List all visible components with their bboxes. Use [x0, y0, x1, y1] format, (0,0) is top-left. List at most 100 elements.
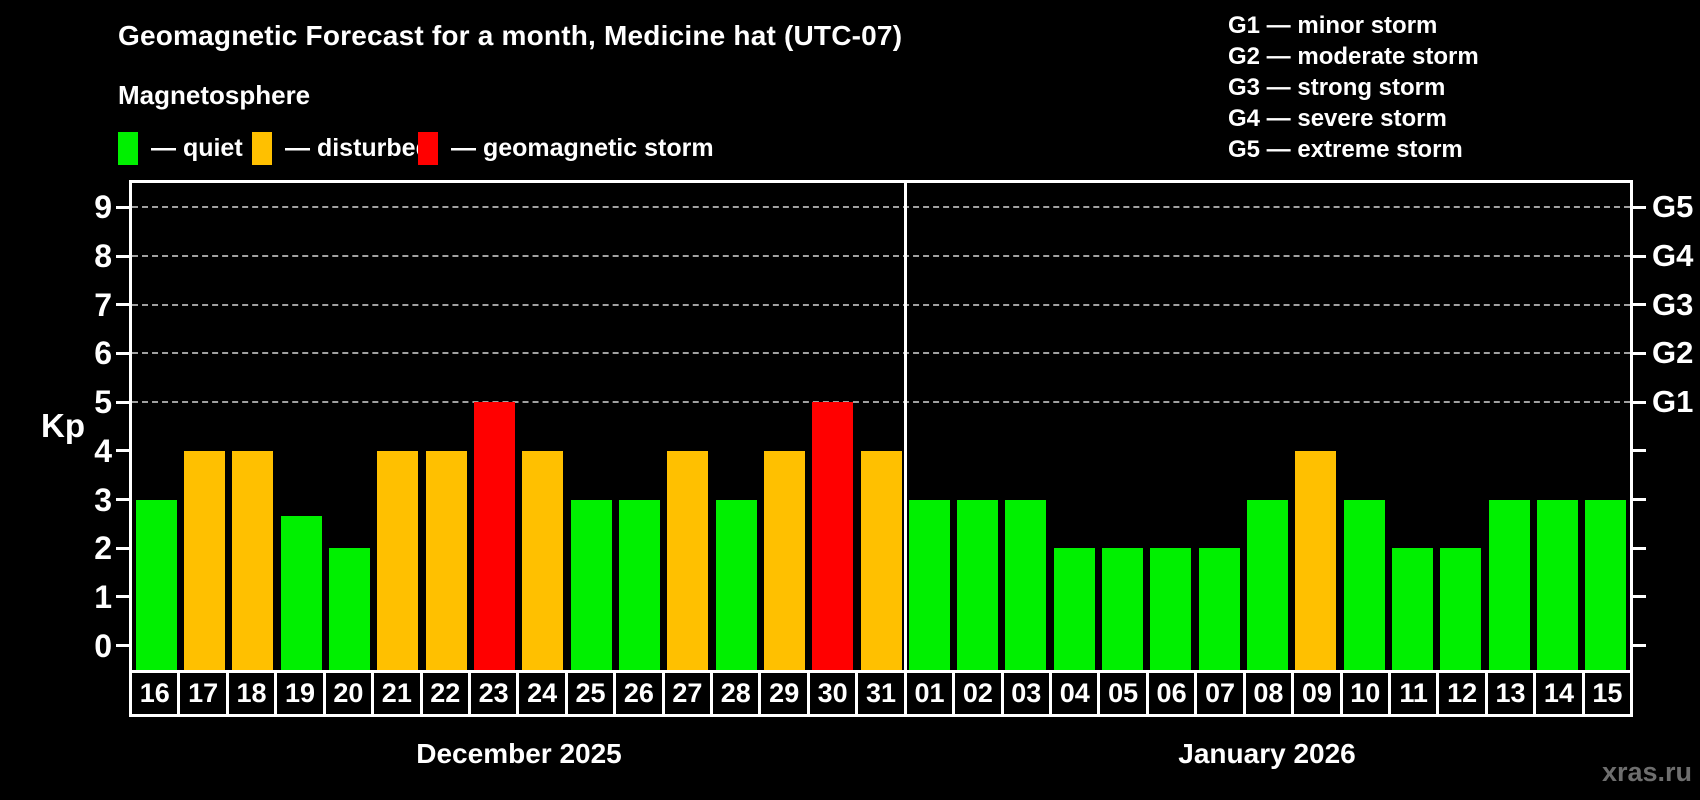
day-label-cell-10: 10 [1343, 673, 1391, 714]
kp-bar-10 [1343, 499, 1385, 670]
disturbed-color-swatch [252, 131, 272, 165]
day-label-cell-28: 28 [713, 673, 762, 714]
g4-legend-line: G4 — severe storm [1228, 105, 1447, 132]
g-axis-label-G2: G2 [1652, 335, 1694, 371]
day-label-cell-15: 15 [1592, 678, 1623, 708]
day-label-cell-16: 16 [132, 673, 181, 714]
y-tick-label-9: 9 [94, 189, 112, 226]
kp-bar-12 [1440, 548, 1482, 670]
g-axis-label-G5: G5 [1652, 189, 1694, 225]
kp-bar-29 [763, 450, 805, 670]
day-label-cell-03: 03 [1004, 673, 1053, 714]
watermark: xras.ru [1601, 757, 1692, 787]
kp-bar-19 [280, 515, 322, 670]
gridline-kp5 [132, 401, 1630, 404]
kp-bar-28 [715, 499, 757, 670]
day-label-cell-05: 05 [1100, 673, 1149, 714]
kp-bar-05 [1102, 548, 1144, 670]
legend-label-storm: — geomagnetic storm [451, 133, 714, 162]
y-tick-left-0 [116, 644, 132, 648]
day-label-cell-07: 07 [1197, 673, 1246, 714]
y-tick-right-1 [1630, 595, 1646, 599]
g-axis-label-G3: G3 [1652, 286, 1694, 322]
day-label-cell-20: 20 [326, 673, 375, 714]
y-tick-right-7 [1630, 303, 1646, 307]
kp-bar-02 [957, 499, 999, 670]
y-tick-left-8 [116, 254, 132, 258]
kp-bar-01 [908, 499, 950, 670]
y-tick-left-6 [116, 351, 132, 355]
kp-bar-30 [812, 402, 854, 670]
day-label-cell-19: 19 [277, 673, 326, 714]
day-label-cell-22: 22 [423, 673, 471, 714]
magnetosphere-subtitle: Magnetosphere [118, 80, 311, 110]
kp-bar-06 [1150, 548, 1192, 670]
month-divider-line [903, 183, 907, 670]
g2-legend-line: G2 — moderate storm [1228, 43, 1479, 70]
page-title: Geomagnetic Forecast for a month, Medici… [118, 20, 903, 51]
kp-bar-26 [618, 499, 660, 670]
y-tick-right-0 [1630, 644, 1646, 648]
legend-item-quiet: — quiet [118, 128, 243, 168]
month-label-january: January 2026 [1178, 738, 1356, 769]
y-tick-label-4: 4 [94, 432, 112, 469]
day-label-cell-09: 09 [1294, 673, 1343, 714]
kp-bar-21 [377, 450, 419, 670]
kp-bar-24 [522, 450, 564, 670]
y-tick-right-9 [1630, 205, 1646, 209]
kp-bar-27 [667, 450, 709, 670]
kp-state-legend: — quiet — disturbed — geomagnetic storm [0, 128, 1700, 168]
legend-label-disturbed: — disturbed [285, 133, 431, 162]
quiet-color-swatch [118, 131, 138, 165]
kp-bar-08 [1247, 499, 1289, 670]
kp-bar-04 [1053, 548, 1095, 670]
kp-bar-22 [425, 450, 467, 670]
day-label-cell-21: 21 [374, 673, 423, 714]
kp-bar-16 [135, 499, 177, 670]
y-tick-label-0: 0 [94, 627, 112, 664]
g1-legend-line: G1 — minor storm [1228, 12, 1438, 39]
legend-label-quiet: — quiet [151, 133, 243, 162]
day-label-cell-14: 14 [1536, 673, 1585, 714]
y-tick-left-1 [116, 595, 132, 599]
y-tick-right-2 [1630, 546, 1646, 550]
legend-item-storm: — geomagnetic storm [418, 128, 714, 168]
y-tick-left-4 [116, 449, 132, 453]
day-label-cell-17: 17 [180, 673, 229, 714]
y-tick-left-2 [116, 546, 132, 550]
day-label-cell-25: 25 [568, 673, 617, 714]
gridline-kp8 [132, 255, 1630, 258]
g5-legend-line: G5 — extreme storm [1228, 136, 1463, 163]
day-label-cell-30: 30 [810, 673, 859, 714]
day-axis-row: 16 17 18 19 20 21 22 23 24 25 26 27 28 29 30 31 01 02 03 04… [129, 670, 1633, 717]
kp-bar-07 [1198, 548, 1240, 670]
y-tick-left-5 [116, 400, 132, 404]
kp-bar-17 [183, 450, 225, 670]
y-tick-right-6 [1630, 351, 1646, 355]
y-tick-label-5: 5 [94, 384, 112, 421]
gridline-kp6 [132, 352, 1630, 355]
kp-bar-11 [1392, 548, 1434, 670]
day-label-cell-04: 04 [1052, 673, 1101, 714]
y-axis-right [1630, 180, 1633, 670]
y-tick-label-1: 1 [94, 578, 112, 615]
legend-item-disturbed: — disturbed [252, 128, 431, 168]
kp-bar-20 [328, 548, 370, 670]
y-tick-left-7 [116, 303, 132, 307]
plot-top-border [129, 180, 1633, 183]
gridline-kp7 [132, 303, 1630, 306]
y-tick-left-9 [116, 205, 132, 209]
y-tick-label-6: 6 [94, 335, 112, 372]
day-label-cell-24: 24 [519, 673, 568, 714]
y-tick-label-2: 2 [94, 530, 112, 567]
y-tick-right-4 [1630, 449, 1646, 453]
gridline-kp9 [132, 206, 1630, 209]
day-label-cell-12: 12 [1439, 673, 1488, 714]
kp-bar-03 [1005, 499, 1047, 670]
g-scale-legend: G1 — minor storm G2 — moderate storm G3 … [1228, 10, 1479, 165]
kp-bar-18 [232, 450, 274, 670]
kp-bar-13 [1488, 499, 1530, 670]
kp-bar-15 [1585, 499, 1627, 670]
y-tick-label-3: 3 [94, 481, 112, 518]
